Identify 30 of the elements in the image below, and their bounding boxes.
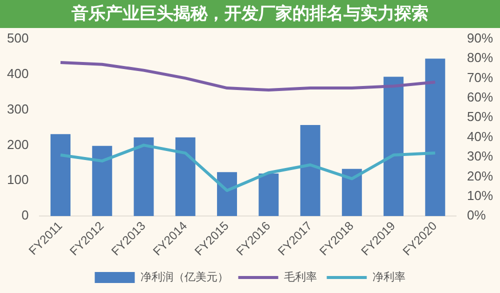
legend-label: 净利率 [372, 270, 406, 284]
bar [342, 168, 362, 216]
y-tick-label: 300 [6, 101, 29, 116]
bar [425, 58, 446, 216]
chart-title: 音乐产业巨头揭秘，开发厂家的排名与实力探索 [0, 0, 500, 28]
y2-tick-label: 60% [466, 89, 494, 104]
bar [134, 137, 154, 216]
y-tick-label: 0 [21, 208, 29, 223]
y2-tick-label: 70% [466, 70, 494, 85]
y-tick-label: 400 [6, 66, 29, 81]
bar [92, 146, 112, 216]
y2-tick-label: 80% [466, 50, 494, 66]
bar [258, 174, 279, 216]
legend-label: 净利润（亿美元） [140, 270, 228, 284]
legend-label: 毛利率 [284, 270, 317, 284]
y2-tick-label: 40% [466, 128, 494, 144]
bar [50, 134, 70, 216]
y-tick-label: 200 [6, 136, 29, 152]
y-tick-label: 100 [6, 172, 29, 188]
y2-tick-label: 90% [466, 30, 494, 46]
y2-tick-label: 30% [466, 148, 494, 164]
bar [175, 137, 196, 216]
y2-tick-label: 0% [466, 208, 486, 223]
bar [300, 124, 320, 216]
y2-tick-label: 10% [466, 188, 494, 203]
bar [217, 172, 238, 216]
y2-tick-label: 20% [466, 168, 494, 184]
y-tick-label: 500 [6, 30, 29, 46]
bar [384, 76, 404, 216]
y2-tick-label: 50% [466, 109, 494, 124]
